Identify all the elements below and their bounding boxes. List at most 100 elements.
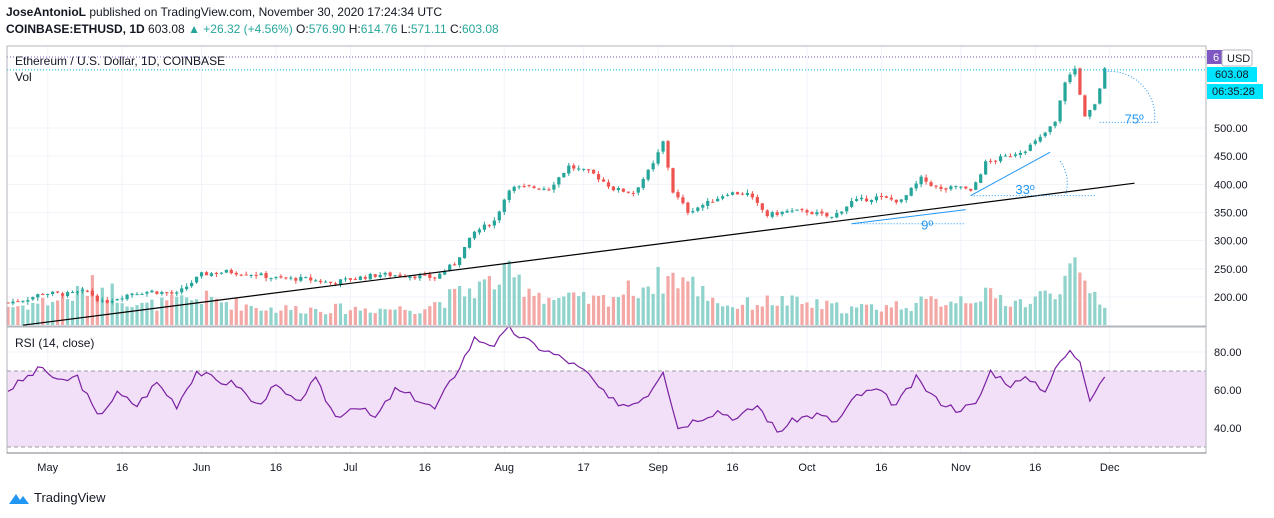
price-axis[interactable]: 200.00 250.00 300.00 350.00 400.00 450.00 500.… (1214, 123, 1248, 304)
candle (259, 273, 263, 276)
volume-bar (621, 294, 625, 325)
volume-bar (289, 310, 293, 325)
candle (542, 188, 546, 190)
currency-label: USD (1227, 53, 1250, 65)
volume-bar (701, 285, 705, 325)
time-tick-label: 16 (875, 462, 887, 474)
currency-button[interactable] (1221, 49, 1253, 67)
candle (1073, 68, 1077, 75)
symbol-info: COINBASE:ETHUSD, 1D 603.08 ▲ +26.32 (+4.… (6, 22, 499, 36)
volume-bar (939, 306, 943, 325)
candle (150, 290, 154, 293)
volume-bar (686, 281, 690, 325)
candle (884, 196, 889, 198)
volume-bar (56, 300, 60, 325)
volume-bar (815, 299, 819, 325)
volume-bar (16, 306, 20, 325)
volume-bar (914, 302, 918, 325)
low-label: L: (400, 22, 411, 36)
candle (264, 273, 268, 279)
volume-label: Vol (15, 70, 32, 84)
volume-bar (299, 313, 303, 325)
candle (418, 275, 422, 279)
volume-bar (333, 303, 338, 325)
candle (214, 272, 219, 274)
volume-bar (125, 306, 129, 325)
candle (438, 273, 442, 279)
volume-bar (75, 285, 80, 325)
footer[interactable]: TradingView (8, 490, 106, 505)
volume-bar (239, 310, 243, 325)
candle (631, 192, 635, 194)
volume-bar (512, 277, 516, 325)
candle (596, 174, 601, 180)
candle (850, 201, 854, 207)
volume-bar (304, 313, 308, 325)
candle (681, 197, 685, 204)
candle (190, 282, 194, 287)
candle (517, 186, 521, 188)
candle (502, 199, 506, 212)
volume-bar (323, 314, 328, 325)
volume-bar (671, 272, 675, 325)
volume-bar (482, 279, 487, 325)
candle (482, 224, 487, 230)
rsi-tick-label: 60.00 (1214, 385, 1242, 397)
volume-bar (646, 286, 650, 325)
candle (314, 280, 318, 282)
candle (730, 192, 735, 195)
volume-bar (765, 295, 769, 325)
candle (6, 302, 10, 304)
candle (279, 276, 283, 278)
rsi-axis[interactable]: 40.00 60.00 80.00 (1214, 347, 1242, 435)
candle (706, 200, 710, 206)
volume-bar (314, 308, 318, 325)
candle (462, 247, 467, 259)
candle (765, 210, 769, 216)
countdown-text: 06:35:28 (1212, 86, 1255, 98)
candle (810, 212, 814, 215)
volume-bar (959, 296, 963, 325)
candle (31, 297, 35, 300)
volume-bar (874, 309, 879, 325)
volume-bar (1068, 263, 1072, 325)
volume-bar (46, 305, 50, 325)
chart-title: Ethereum / U.S. Dollar, 1D, COINBASE (15, 54, 225, 68)
publisher-name[interactable]: JoseAntonioL (6, 5, 86, 19)
candle (1013, 154, 1018, 156)
volume-bar (170, 294, 174, 325)
volume-bar (711, 297, 715, 325)
candle (964, 186, 968, 189)
volume-bar (964, 303, 968, 325)
volume-bar (864, 304, 869, 325)
candle (100, 300, 104, 302)
candle (537, 188, 541, 190)
candle (1043, 132, 1047, 137)
candle (671, 168, 675, 193)
volume-bar (1093, 291, 1097, 325)
chart-area[interactable]: 9º 33º 75º 200.00 250.00 300.00 350.00 400.00 4… (0, 44, 1274, 486)
volume-bar (537, 292, 541, 325)
candle (636, 187, 640, 193)
time-axis[interactable]: May 16 Jun 16 Jul 16 Aug 17 Sep 16 Oct 16 Nov 16 Dec (37, 462, 1120, 474)
candle (363, 276, 367, 279)
volume-bar (155, 310, 159, 325)
volume-bar (949, 301, 953, 325)
candle (869, 199, 874, 203)
volume-bar (383, 309, 387, 325)
volume-bar (185, 297, 189, 325)
volume-bar (487, 275, 491, 325)
candle (611, 186, 616, 191)
candle (656, 152, 660, 164)
candle (676, 192, 680, 198)
candle (353, 279, 357, 281)
volume-bar (224, 302, 228, 325)
candle (21, 300, 25, 302)
candle (993, 160, 998, 162)
candle (199, 272, 204, 277)
volume-bar (1083, 280, 1087, 325)
candle (745, 192, 750, 196)
volume-bar (457, 285, 462, 325)
candle (934, 185, 938, 187)
candle (413, 276, 417, 279)
